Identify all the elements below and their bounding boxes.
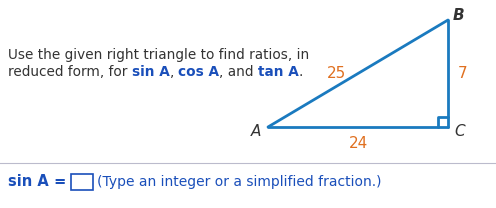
Text: 7: 7	[458, 66, 468, 81]
Text: cos A: cos A	[178, 65, 219, 79]
Text: reduced form, for: reduced form, for	[8, 65, 132, 79]
Text: sin A: sin A	[8, 175, 49, 189]
Text: , and: , and	[219, 65, 258, 79]
Text: ,: ,	[170, 65, 178, 79]
Text: (Type an integer or a simplified fraction.): (Type an integer or a simplified fractio…	[97, 175, 381, 189]
Text: Use the given right triangle to find ratios, in: Use the given right triangle to find rat…	[8, 48, 309, 62]
Text: =: =	[49, 175, 71, 189]
Text: C: C	[455, 124, 465, 139]
Text: 24: 24	[348, 135, 368, 151]
Text: B: B	[452, 9, 464, 24]
Text: A: A	[251, 125, 261, 140]
Bar	[71, 174, 93, 190]
Text: .: .	[299, 65, 303, 79]
Text: sin A: sin A	[132, 65, 170, 79]
Text: 25: 25	[326, 66, 346, 81]
Text: tan A: tan A	[258, 65, 299, 79]
